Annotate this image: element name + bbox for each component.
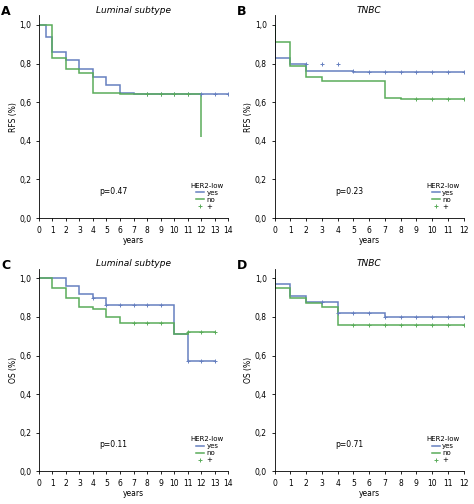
Text: A: A [1, 5, 11, 18]
Title: Luminal subtype: Luminal subtype [96, 259, 171, 268]
Y-axis label: RFS (%): RFS (%) [245, 102, 254, 132]
Text: p=0.47: p=0.47 [100, 186, 128, 196]
Text: C: C [1, 259, 10, 272]
X-axis label: years: years [359, 236, 380, 245]
Title: TNBC: TNBC [357, 6, 382, 15]
X-axis label: years: years [359, 489, 380, 498]
Legend: yes, no, +: yes, no, + [426, 182, 460, 211]
X-axis label: years: years [123, 489, 144, 498]
Text: p=0.23: p=0.23 [335, 186, 363, 196]
Title: Luminal subtype: Luminal subtype [96, 6, 171, 15]
Legend: yes, no, +: yes, no, + [190, 435, 225, 464]
Legend: yes, no, +: yes, no, + [426, 435, 460, 464]
Text: p=0.11: p=0.11 [100, 440, 128, 449]
Y-axis label: OS (%): OS (%) [9, 357, 18, 383]
Legend: yes, no, +: yes, no, + [190, 182, 225, 211]
Title: TNBC: TNBC [357, 259, 382, 268]
X-axis label: years: years [123, 236, 144, 245]
Text: p=0.71: p=0.71 [335, 440, 363, 449]
Y-axis label: RFS (%): RFS (%) [9, 102, 18, 132]
Text: B: B [237, 5, 246, 18]
Y-axis label: OS (%): OS (%) [245, 357, 254, 383]
Text: D: D [237, 259, 247, 272]
